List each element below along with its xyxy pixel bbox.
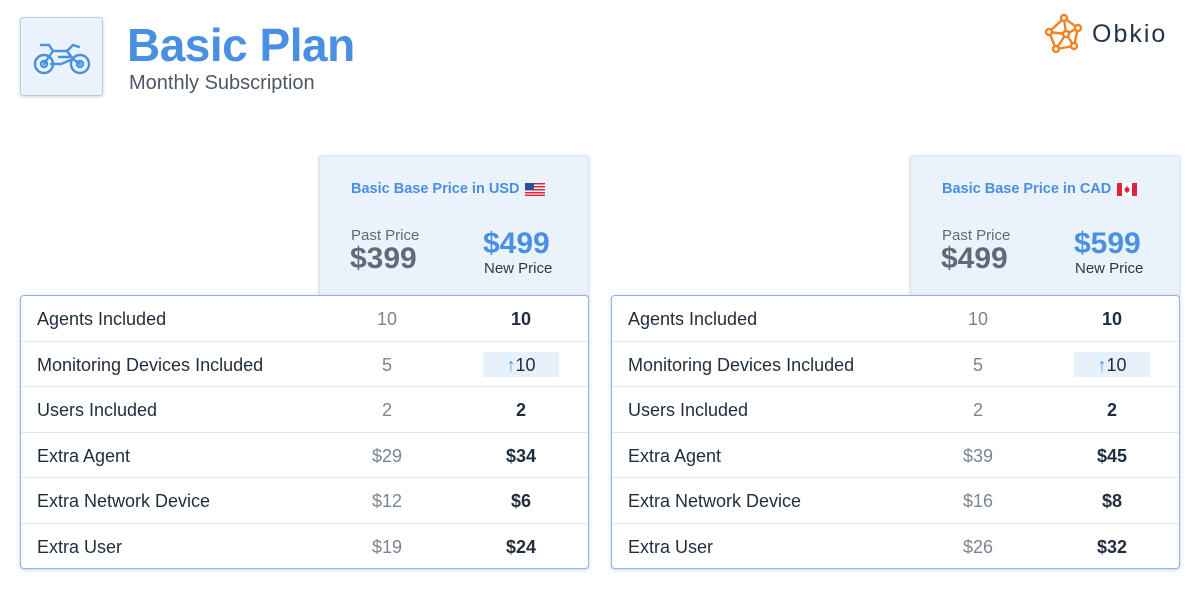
row-new-value: 10 (510, 309, 532, 329)
cad-new-price: $599 (1074, 227, 1141, 260)
row-label: Users Included (37, 400, 158, 420)
row-past-value: $16 (962, 491, 994, 511)
row-past-value: $12 (371, 491, 403, 511)
table-row: Extra User $26 $32 (612, 524, 1179, 570)
cad-price-header: Basic Base Price in CAD Past Price $499 … (910, 156, 1180, 298)
cad-price-title: Basic Base Price in CAD (942, 181, 1138, 197)
up-arrow-icon: ↑ (506, 354, 516, 375)
row-label: Monitoring Devices Included (37, 354, 264, 375)
row-new-value: $6 (510, 491, 532, 511)
row-label: Extra Network Device (37, 491, 211, 511)
table-row: Extra User $19 $24 (21, 524, 588, 570)
row-new-value: 10 (1101, 309, 1123, 329)
row-new-value: 2 (1106, 400, 1117, 420)
table-row: Users Included 2 2 (612, 387, 1179, 433)
row-new-value: $45 (1096, 445, 1128, 466)
cad-past-label: Past Price (942, 227, 1011, 244)
us-flag-icon (525, 182, 546, 196)
usd-past-price: $399 (350, 242, 417, 275)
plan-icon-box (20, 17, 103, 96)
table-row: Agents Included 10 10 (21, 296, 588, 342)
row-past-value: $26 (962, 536, 994, 557)
page-title: Basic Plan (127, 19, 355, 71)
row-past-value: $39 (962, 445, 994, 466)
row-label: Agents Included (628, 309, 758, 329)
cad-price-title-text: Basic Base Price in CAD (942, 181, 1112, 197)
usd-new-price: $499 (483, 227, 550, 260)
cad-pricing-table: Agents Included 10 10 Monitoring Devices… (611, 295, 1180, 569)
page-subtitle: Monthly Subscription (129, 72, 315, 94)
cad-past-price: $499 (941, 242, 1008, 275)
brand-name: Obkio (1092, 19, 1168, 48)
obkio-network-logo (1044, 14, 1083, 54)
row-label: Extra Agent (37, 445, 131, 466)
row-label: Extra User (37, 536, 123, 557)
row-past-value: 10 (967, 309, 989, 329)
row-past-value: $29 (371, 445, 403, 466)
row-past-value: 5 (381, 354, 392, 375)
row-past-value: 2 (381, 400, 392, 420)
row-new-value: $8 (1101, 491, 1123, 511)
up-arrow-icon: ↑ (1097, 354, 1107, 375)
table-row: Agents Included 10 10 (612, 296, 1179, 342)
cad-new-label: New Price (1075, 260, 1144, 277)
row-label: Users Included (628, 400, 749, 420)
usd-price-header: Basic Base Price in USD Past Price $399 … (319, 156, 589, 298)
row-label: Extra Agent (628, 445, 722, 466)
canada-flag-icon (1117, 182, 1138, 196)
row-new-value: $34 (505, 445, 537, 466)
table-row: Users Included 2 2 (21, 387, 588, 433)
row-label: Extra User (628, 536, 714, 557)
table-row: Extra Network Device $12 $6 (21, 478, 588, 524)
row-label: Monitoring Devices Included (628, 354, 855, 375)
row-new-value: $24 (505, 536, 537, 557)
row-label: Agents Included (37, 309, 167, 329)
table-row: Extra Network Device $16 $8 (612, 478, 1179, 524)
brand-logo: Obkio (1044, 12, 1167, 56)
usd-price-title: Basic Base Price in USD (351, 181, 546, 197)
row-label: Extra Network Device (628, 491, 802, 511)
row-new-value: 10 (515, 354, 536, 375)
table-row: Monitoring Devices Included 5 ↑10 (21, 342, 588, 387)
row-past-value: $19 (371, 536, 403, 557)
motorcycle-icon (33, 43, 90, 74)
usd-pricing-table: Agents Included 10 10 Monitoring Devices… (20, 295, 589, 569)
row-past-value: 5 (972, 354, 983, 375)
usd-price-title-text: Basic Base Price in USD (351, 181, 520, 197)
table-row: Monitoring Devices Included 5 ↑10 (612, 342, 1179, 387)
usd-past-label: Past Price (351, 227, 420, 244)
table-row: Extra Agent $39 $45 (612, 433, 1179, 478)
row-past-value: 2 (972, 400, 983, 420)
row-past-value: 10 (376, 309, 398, 329)
row-new-value-highlight: ↑10 (483, 351, 559, 377)
row-new-value: $32 (1096, 536, 1128, 557)
row-new-value: 10 (1106, 354, 1127, 375)
row-new-value-highlight: ↑10 (1074, 351, 1150, 377)
row-new-value: 2 (515, 400, 526, 420)
table-row: Extra Agent $29 $34 (21, 433, 588, 478)
usd-new-label: New Price (484, 260, 553, 277)
